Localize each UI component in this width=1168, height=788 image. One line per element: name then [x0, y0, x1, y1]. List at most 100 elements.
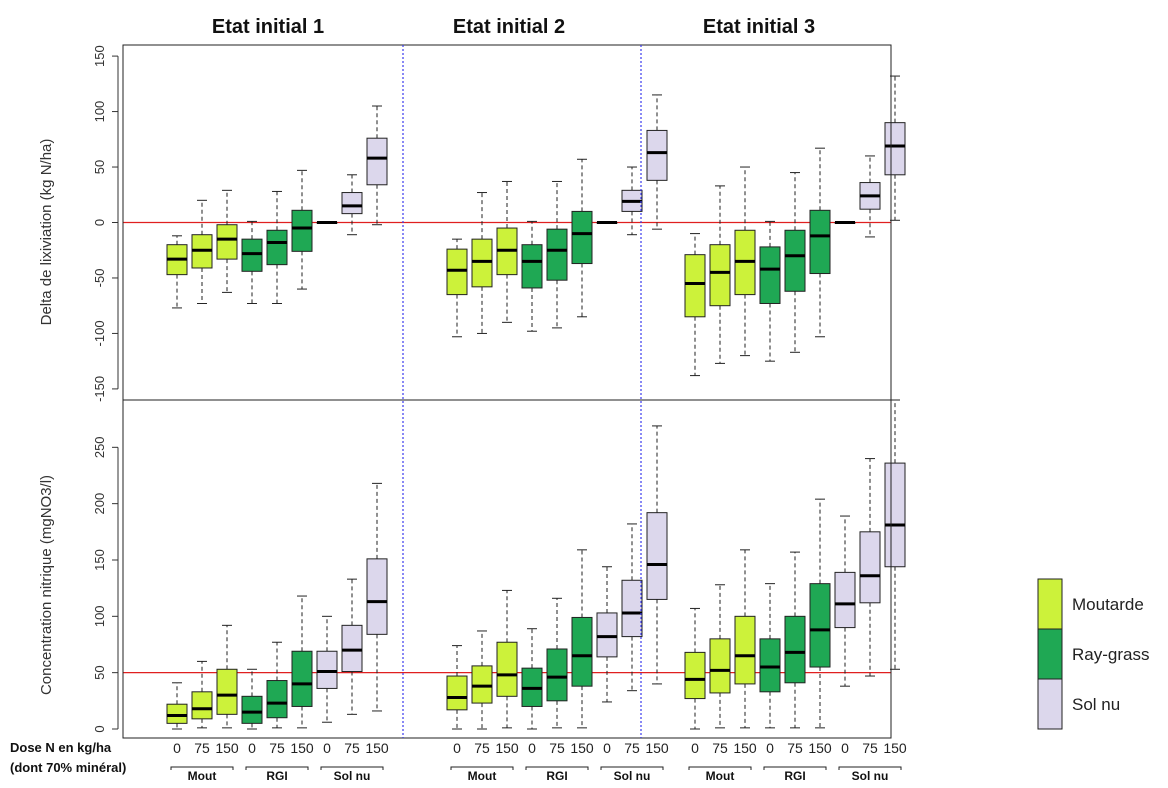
group-bracket [763, 766, 827, 770]
y-axis-label-bottom: Concentration nitrique (mgNO3/l) [38, 475, 55, 695]
y-tick-label: 50 [92, 665, 107, 679]
legend-label: Sol nu [1072, 695, 1120, 714]
group-bracket [600, 766, 664, 770]
box-0-0-0 [166, 235, 188, 309]
x-tick-label: 75 [344, 740, 360, 756]
box-1-1-1 [471, 630, 493, 730]
box-1-1-7 [621, 523, 643, 692]
x-tick-label: 150 [570, 740, 594, 756]
x-tick-label: 0 [173, 740, 181, 756]
box-0-2-7 [859, 155, 881, 238]
legend-label: Moutarde [1072, 595, 1144, 614]
x-tick-label: 0 [248, 740, 256, 756]
box-body [216, 668, 238, 715]
box-body [709, 244, 731, 307]
box-body [266, 680, 288, 719]
x-tick-label: 150 [883, 740, 907, 756]
box-1-2-3 [759, 583, 781, 729]
box-body [316, 650, 338, 689]
box-1-0-7 [341, 578, 363, 715]
box-0-0-7 [341, 174, 363, 236]
box-1-0-1 [191, 660, 213, 729]
box-1-1-5 [571, 549, 593, 729]
legend-swatch [1037, 628, 1063, 680]
box-1-2-6 [834, 515, 856, 687]
group-bracket [525, 766, 589, 770]
box-0-2-3 [759, 220, 781, 362]
x-tick-label: 150 [215, 740, 239, 756]
legend-swatch [1037, 578, 1063, 630]
x-tick-label: 75 [474, 740, 490, 756]
box-1-0-2 [216, 624, 238, 729]
x-tick-label: 75 [787, 740, 803, 756]
group-label: Sol nu [852, 769, 889, 783]
box-body [191, 691, 213, 720]
box-0-2-1 [709, 185, 731, 364]
box-body [446, 248, 468, 296]
box-body [684, 651, 706, 700]
box-0-2-6 [834, 221, 856, 224]
box-body [809, 583, 831, 668]
dose-label-line1: Dose N en kg/ha [10, 740, 112, 755]
box-body [684, 254, 706, 318]
y-tick-label: 0 [92, 219, 107, 226]
y-tick-label: 250 [92, 436, 107, 458]
box-0-2-4 [784, 172, 806, 353]
x-tick-label: 150 [495, 740, 519, 756]
box-1-0-4 [266, 641, 288, 729]
box-0-2-2 [734, 166, 756, 357]
y-tick-label: 100 [92, 101, 107, 123]
box-0-0-3 [241, 220, 263, 304]
box-1-0-0 [166, 682, 188, 730]
box-1-1-0 [446, 645, 468, 730]
box-body [241, 695, 263, 724]
box-body [366, 558, 388, 635]
panel-titles: Etat initial 1 Etat initial 2 Etat initi… [212, 16, 815, 38]
x-tick-label: 0 [603, 740, 611, 756]
box-0-1-6 [596, 221, 618, 224]
group-label: Mout [468, 769, 497, 783]
box-0-1-8 [646, 94, 668, 230]
box-body [734, 615, 756, 685]
box-0-1-5 [571, 158, 593, 318]
group-bracket [245, 766, 309, 770]
y-tick-label: 150 [92, 549, 107, 571]
group-bracket [450, 766, 514, 770]
y-tick-label: -150 [92, 376, 107, 402]
box-0-1-1 [471, 192, 493, 334]
y-axis-label-top: Delta de lixiviation (kg N/ha) [38, 139, 55, 326]
group-label: Mout [188, 769, 217, 783]
x-tick-label: 150 [365, 740, 389, 756]
panel-title-2: Etat initial 2 [453, 16, 565, 38]
box-body [216, 224, 238, 260]
box-body [341, 624, 363, 673]
box-body [166, 703, 188, 724]
x-tick-label: 0 [841, 740, 849, 756]
box-0-0-5 [291, 169, 313, 290]
box-body [646, 512, 668, 600]
box-body [884, 462, 906, 568]
x-tick-label: 150 [645, 740, 669, 756]
x-tick-label: 75 [712, 740, 728, 756]
x-tick-label: 75 [269, 740, 285, 756]
group-label: RGI [784, 769, 805, 783]
x-tick-label: 75 [549, 740, 565, 756]
x-tick-label: 150 [733, 740, 757, 756]
box-body [759, 638, 781, 693]
y-tick-label: -50 [92, 269, 107, 288]
x-tick-label: 75 [194, 740, 210, 756]
box-1-2-4 [784, 551, 806, 729]
group-bracket [170, 766, 234, 770]
panel-title-3: Etat initial 3 [703, 16, 815, 38]
box-body [366, 137, 388, 186]
box-body [521, 244, 543, 289]
group-bracket [838, 766, 902, 770]
x-tick-label: 75 [862, 740, 878, 756]
group-label: Mout [706, 769, 735, 783]
y-tick-label: 150 [92, 45, 107, 67]
box-body [784, 615, 806, 684]
box-0-2-0 [684, 233, 706, 377]
group-label: Sol nu [614, 769, 651, 783]
box-1-2-5 [809, 498, 831, 729]
